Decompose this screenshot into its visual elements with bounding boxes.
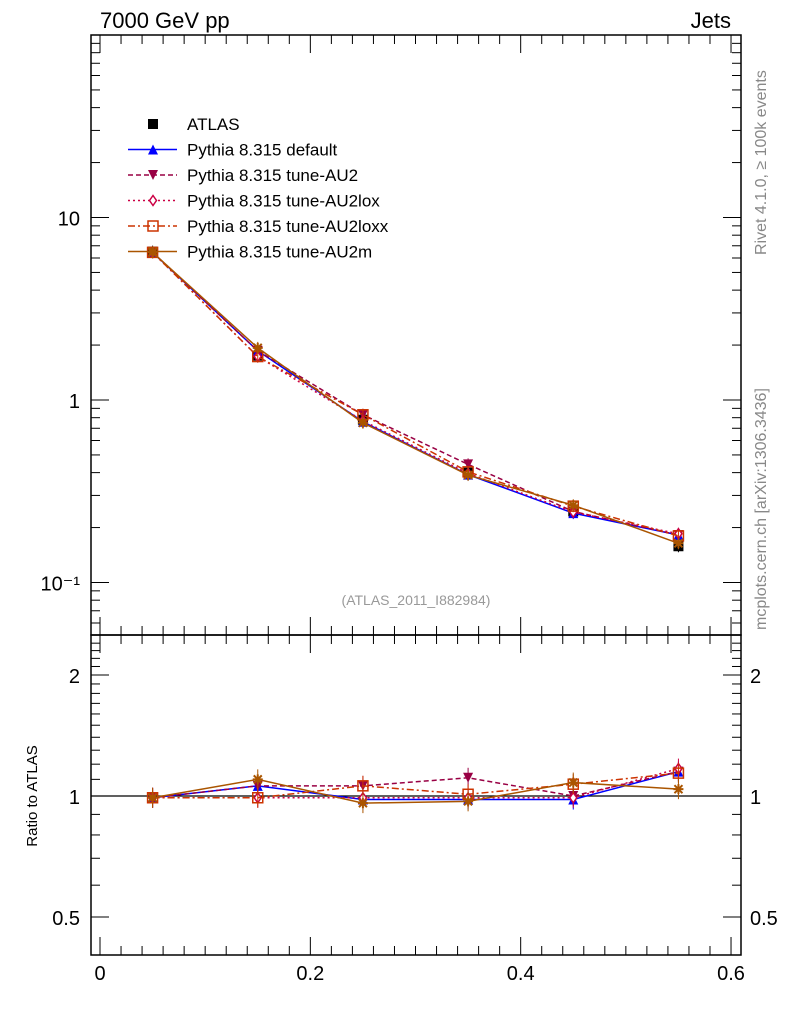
analysis-watermark: (ATLAS_2011_I882984) <box>342 592 491 608</box>
ratio-point <box>463 796 474 807</box>
ratio-tick-label: 1 <box>69 787 80 809</box>
legend-marker <box>148 170 158 180</box>
x-tick-label: 0.4 <box>507 963 535 985</box>
x-tick-label: 0.2 <box>296 963 324 985</box>
x-tick-label: 0.6 <box>717 963 745 985</box>
ratio-tick-label: 2 <box>69 666 80 688</box>
series-line-3 <box>152 251 679 535</box>
legend-label: Pythia 8.315 tune-AU2m <box>187 243 372 262</box>
ratio-frame <box>90 634 742 956</box>
ratio-point <box>357 780 369 792</box>
data-point <box>463 470 474 481</box>
legend-marker <box>148 246 158 257</box>
legend-marker <box>148 194 158 207</box>
ratio-ylabel: Ratio to ATLAS <box>24 745 41 846</box>
x-tick-label: 0 <box>94 963 105 985</box>
ratio-point <box>252 792 264 804</box>
data-point <box>252 342 263 353</box>
data-point <box>463 459 474 470</box>
legend-marker <box>147 220 159 232</box>
ratio-line-0 <box>152 770 679 801</box>
ratio-line-3 <box>152 772 679 799</box>
ratio-point <box>252 774 263 785</box>
ratio-point <box>568 791 578 805</box>
ratio-point <box>357 798 368 809</box>
legend-marker <box>148 119 158 129</box>
legend-label: Pythia 8.315 default <box>187 141 338 160</box>
ratio-tick-label-right: 1 <box>750 787 761 809</box>
data-point <box>568 500 579 511</box>
ratio-point <box>463 772 474 783</box>
legend-label: ATLAS <box>187 115 240 134</box>
ratio-line-4 <box>152 778 679 804</box>
series-line-1 <box>152 251 679 536</box>
ratio-point <box>673 784 684 795</box>
header-left: 7000 GeV pp <box>100 8 230 33</box>
legend-marker <box>148 144 158 155</box>
ratio-line-1 <box>152 770 679 799</box>
data-point <box>357 417 368 428</box>
y-tick-label: 10 <box>58 209 80 231</box>
ratio-point <box>568 777 579 788</box>
legend-label: Pythia 8.315 tune-AU2lox <box>187 192 380 211</box>
ratio-point <box>147 792 158 803</box>
y-tick-label: 10⁻¹ <box>41 574 81 596</box>
series-line-2 <box>152 251 679 536</box>
ratio-tick-label-right: 2 <box>750 666 761 688</box>
legend-label: Pythia 8.315 tune-AU2loxx <box>187 217 389 236</box>
ratio-tick-label: 0.5 <box>52 908 80 930</box>
ratio-line-2 <box>152 767 679 799</box>
ratio-point <box>672 767 685 779</box>
series-line-5 <box>152 251 679 544</box>
ratio-tick-label-right: 0.5 <box>750 908 778 930</box>
y-tick-label: 1 <box>69 391 80 413</box>
legend-label: Pythia 8.315 tune-AU2 <box>187 166 358 185</box>
header-right: Jets <box>691 8 731 33</box>
series-line-4 <box>152 251 679 537</box>
rivet-label: Rivet 4.1.0, ≥ 100k events <box>753 70 770 255</box>
mcplots-label: mcplots.cern.ch [arXiv:1306.3436] <box>753 388 770 630</box>
data-point <box>673 538 684 549</box>
